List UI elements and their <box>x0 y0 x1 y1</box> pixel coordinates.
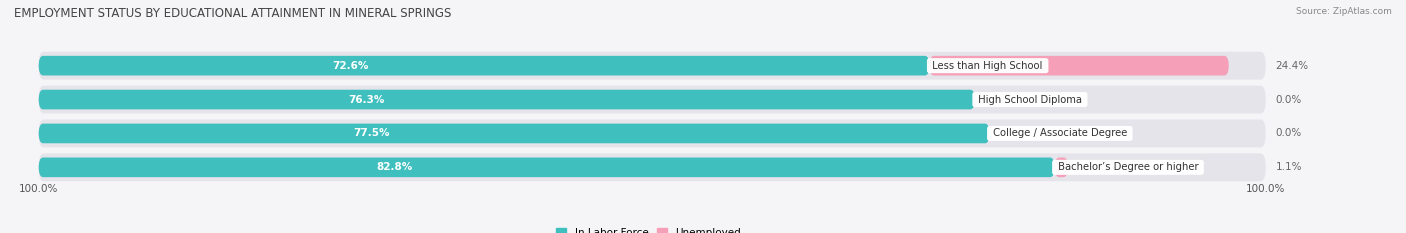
FancyBboxPatch shape <box>38 158 1054 177</box>
Text: Source: ZipAtlas.com: Source: ZipAtlas.com <box>1296 7 1392 16</box>
Text: Bachelor’s Degree or higher: Bachelor’s Degree or higher <box>1054 162 1201 172</box>
Text: 0.0%: 0.0% <box>1275 128 1302 138</box>
Text: 82.8%: 82.8% <box>375 162 412 172</box>
FancyBboxPatch shape <box>38 154 1265 181</box>
FancyBboxPatch shape <box>38 124 990 143</box>
Text: 0.0%: 0.0% <box>1275 95 1302 105</box>
Text: 72.6%: 72.6% <box>332 61 368 71</box>
FancyBboxPatch shape <box>929 56 1229 75</box>
Text: 24.4%: 24.4% <box>1275 61 1309 71</box>
Text: Less than High School: Less than High School <box>929 61 1046 71</box>
Text: 100.0%: 100.0% <box>18 184 58 194</box>
FancyBboxPatch shape <box>38 120 1265 147</box>
Legend: In Labor Force, Unemployed: In Labor Force, Unemployed <box>551 224 745 233</box>
Text: EMPLOYMENT STATUS BY EDUCATIONAL ATTAINMENT IN MINERAL SPRINGS: EMPLOYMENT STATUS BY EDUCATIONAL ATTAINM… <box>14 7 451 20</box>
FancyBboxPatch shape <box>38 90 974 109</box>
Text: 1.1%: 1.1% <box>1275 162 1302 172</box>
Text: College / Associate Degree: College / Associate Degree <box>990 128 1130 138</box>
Text: High School Diploma: High School Diploma <box>974 95 1085 105</box>
Text: 100.0%: 100.0% <box>1246 184 1285 194</box>
Text: 76.3%: 76.3% <box>349 95 384 105</box>
FancyBboxPatch shape <box>1054 158 1069 177</box>
FancyBboxPatch shape <box>38 86 1265 113</box>
FancyBboxPatch shape <box>38 52 1265 79</box>
Text: 77.5%: 77.5% <box>353 128 389 138</box>
FancyBboxPatch shape <box>38 56 929 75</box>
